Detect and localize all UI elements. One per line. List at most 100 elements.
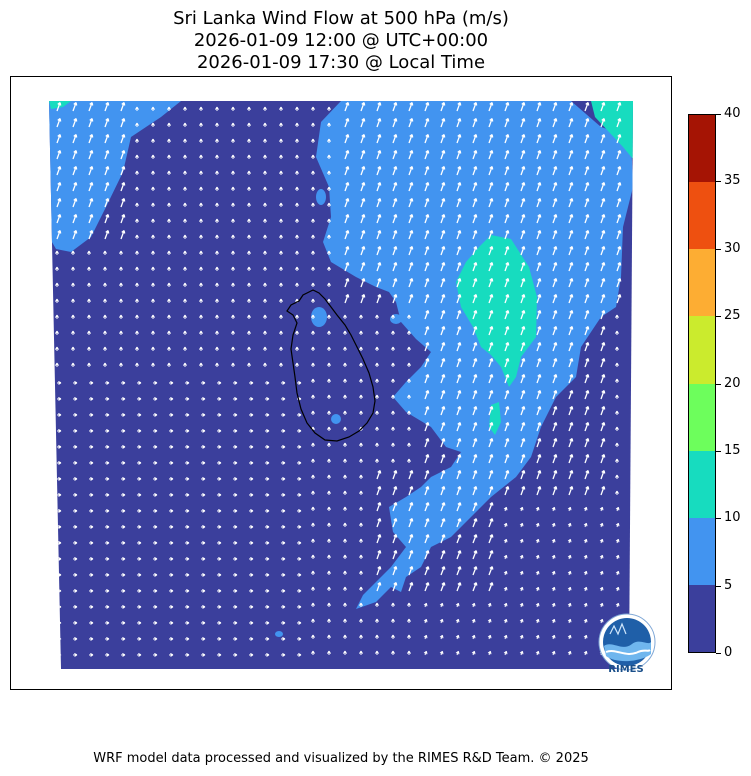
- wind-arrow: [327, 586, 331, 591]
- wind-arrow: [136, 604, 142, 609]
- wind-arrow: [424, 262, 430, 272]
- wind-arrow: [327, 474, 331, 479]
- wind-arrow: [616, 198, 622, 208]
- wind-arrow: [151, 122, 155, 127]
- colorbar-segment: [689, 517, 715, 585]
- wind-arrow: [552, 438, 558, 448]
- wind-arrow: [120, 556, 126, 561]
- wind-arrow: [568, 262, 574, 272]
- wind-arrow: [583, 538, 588, 544]
- wind-arrow: [184, 540, 190, 545]
- wind-arrow: [375, 314, 379, 319]
- wind-arrow: [343, 618, 347, 623]
- wind-arrow: [120, 118, 126, 128]
- wind-arrow: [152, 396, 158, 401]
- rimes-globe-logo-icon: [598, 613, 656, 671]
- wind-arrow: [152, 620, 158, 625]
- wind-arrow: [103, 330, 107, 335]
- wind-arrow: [72, 572, 78, 577]
- wind-arrow: [584, 470, 590, 480]
- wind-arrow: [376, 214, 382, 224]
- wind-arrow: [231, 362, 235, 367]
- wind-arrow: [359, 634, 363, 639]
- wind-arrow: [311, 650, 315, 655]
- wind-arrow: [535, 570, 540, 576]
- wind-arrow: [199, 186, 203, 191]
- wind-arrow: [615, 362, 619, 367]
- wind-arrow: [615, 378, 619, 383]
- wind-arrow: [472, 102, 478, 112]
- colorbar-tick-label: 5: [724, 577, 733, 593]
- wind-arrow: [327, 538, 331, 543]
- wind-arrow: [184, 396, 190, 401]
- wind-arrow: [184, 508, 190, 513]
- wind-arrow: [503, 506, 508, 512]
- wind-arrow: [360, 246, 366, 256]
- wind-arrow: [616, 118, 622, 128]
- wind-arrow: [311, 234, 315, 239]
- wind-arrow: [344, 278, 350, 288]
- wind-arrow: [535, 650, 540, 656]
- wind-arrow: [55, 362, 59, 367]
- wind-arrow: [231, 106, 235, 111]
- wind-arrow: [440, 550, 446, 560]
- wind-arrow: [615, 410, 619, 415]
- wind-arrow: [503, 650, 508, 656]
- wind-arrow: [408, 502, 414, 512]
- wind-arrow: [583, 586, 588, 592]
- wind-arrow: [472, 214, 478, 224]
- wind-arrow: [504, 326, 510, 336]
- wind-arrow: [424, 278, 430, 288]
- wind-arrow: [216, 572, 222, 577]
- wind-arrow: [392, 518, 398, 528]
- wind-arrow: [424, 294, 430, 304]
- wind-arrow: [311, 122, 315, 127]
- wind-arrow: [615, 554, 620, 560]
- wind-arrow: [375, 618, 379, 623]
- wind-arrow: [456, 438, 462, 448]
- wind-arrow: [296, 620, 302, 625]
- wind-arrow: [248, 652, 254, 657]
- wind-vector-field: [55, 102, 622, 657]
- wind-arrow: [375, 362, 379, 367]
- chart-title: Sri Lanka Wind Flow at 500 hPa (m/s) 202…: [0, 8, 682, 74]
- wind-arrow: [600, 102, 606, 112]
- wind-arrow: [231, 122, 235, 127]
- wind-arrow: [423, 602, 428, 608]
- wind-arrow: [472, 182, 478, 192]
- wind-arrow: [199, 298, 203, 303]
- wind-arrow: [424, 214, 430, 224]
- wind-arrow: [184, 412, 190, 417]
- wind-arrow: [488, 438, 494, 448]
- wind-arrow: [327, 426, 331, 431]
- wind-arrow: [135, 250, 139, 255]
- wind-arrow: [520, 246, 526, 256]
- wind-arrow: [104, 428, 110, 433]
- wind-arrow: [200, 476, 206, 481]
- wind-arrow: [408, 166, 414, 176]
- wind-arrow: [376, 294, 382, 304]
- wind-arrow: [600, 182, 606, 192]
- wind-arrow: [167, 186, 171, 191]
- wind-arrow: [280, 508, 286, 513]
- wind-arrow: [295, 250, 299, 255]
- wind-arrow: [120, 588, 126, 593]
- wind-arrow: [311, 538, 315, 543]
- wind-arrow: [615, 442, 619, 447]
- wind-arrow: [248, 636, 254, 641]
- wind-arrow: [472, 550, 478, 560]
- wind-region-5-10-east: [316, 101, 633, 609]
- wind-arrow: [391, 346, 395, 351]
- wind-arrow: [456, 278, 462, 288]
- wind-arrow: [55, 330, 59, 335]
- wind-arrow: [440, 326, 446, 336]
- wind-arrow: [120, 444, 126, 449]
- wind-arrow: [231, 330, 235, 335]
- wind-arrow: [296, 492, 302, 497]
- wind-arrow: [344, 166, 350, 176]
- colorbar-tick: [716, 248, 721, 250]
- wind-arrow: [248, 556, 254, 561]
- wind-arrow: [343, 554, 347, 559]
- wind-arrow: [407, 346, 411, 351]
- wind-arrow: [440, 374, 446, 384]
